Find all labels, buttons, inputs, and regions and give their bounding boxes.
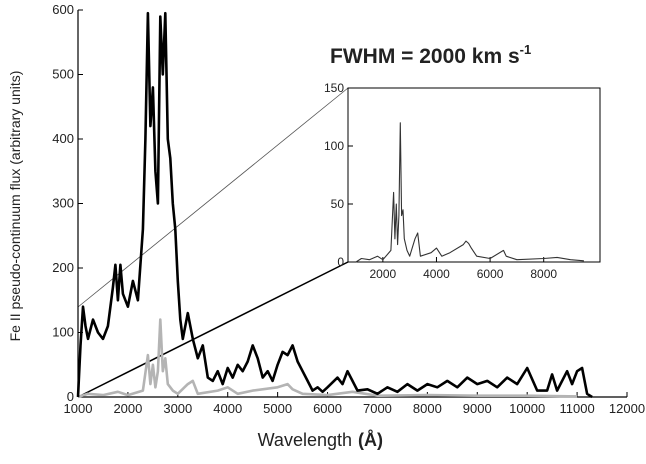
x-tick-label: 10000	[509, 401, 545, 416]
y-tick-label: 0	[67, 389, 74, 404]
y-tick-label: 100	[52, 325, 74, 340]
x-tick-label: 2000	[369, 267, 396, 281]
x-tick-label: 4000	[213, 401, 242, 416]
x-tick-label: 6000	[477, 267, 504, 281]
annotation-superscript: -1	[520, 42, 532, 57]
series-line	[355, 122, 584, 263]
x-axis-unit: (Å)	[358, 430, 383, 450]
x-tick-label: 3000	[163, 401, 192, 416]
x-tick-label: 5000	[263, 401, 292, 416]
x-axis-label: Wavelength	[258, 430, 352, 450]
annotation-text: FWHM = 2000 km s	[330, 45, 520, 68]
zoom-connector	[77, 87, 349, 308]
x-tick-label: 2000	[113, 401, 142, 416]
series-line	[76, 11, 593, 399]
x-tick-label: 1000	[64, 401, 93, 416]
y-tick-label: 300	[52, 196, 74, 211]
y-tick-label: 200	[52, 260, 74, 275]
y-tick-label: 400	[52, 131, 74, 146]
y-tick-label: 150	[324, 81, 344, 95]
x-tick-label: 12000	[609, 401, 645, 416]
y-tick-label: 50	[331, 197, 345, 211]
x-tick-label: 7000	[363, 401, 392, 416]
x-tick-label: 8000	[413, 401, 442, 416]
x-tick-label: 11000	[559, 401, 594, 416]
y-tick-label: 500	[52, 67, 74, 82]
x-tick-label: 6000	[313, 401, 342, 416]
annotation: FWHM = 2000 km s-1	[330, 42, 531, 68]
plot-frame	[347, 87, 601, 263]
series-line	[77, 318, 578, 399]
x-tick-label: 9000	[463, 401, 492, 416]
y-tick-label: 100	[324, 139, 344, 153]
y-tick-label: 600	[52, 2, 74, 17]
zoom-connector	[77, 261, 349, 398]
y-axis-label: Fe II pseudo-continuum flux (arbitrary u…	[7, 71, 23, 342]
x-tick-label: 4000	[423, 267, 450, 281]
x-tick-label: 8000	[530, 267, 557, 281]
y-tick-label: 0	[337, 255, 344, 269]
